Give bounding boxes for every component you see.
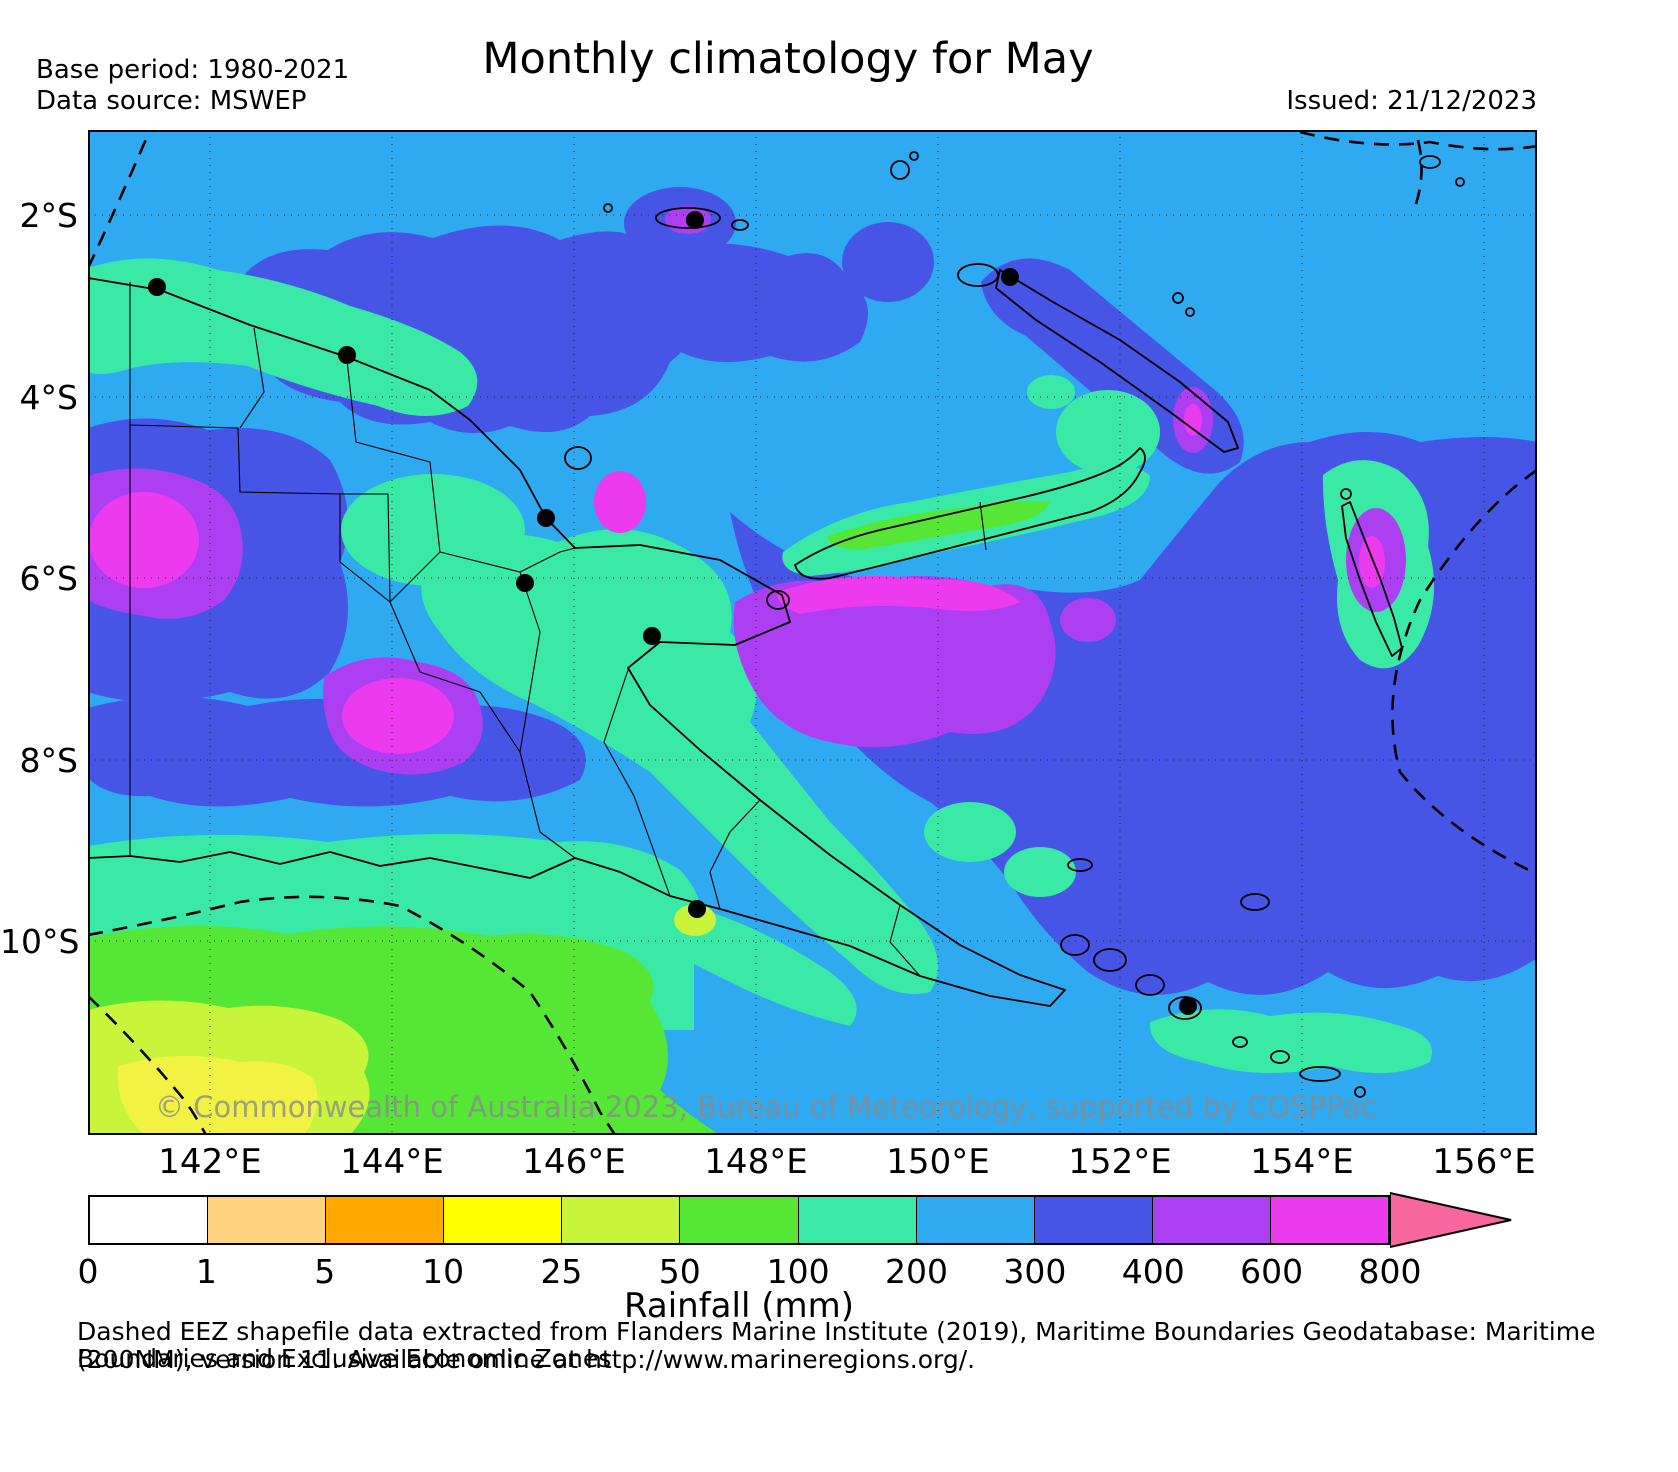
colorbar-tick: 200 [885, 1252, 949, 1291]
lon-label: 146°E [522, 1142, 626, 1182]
map-canvas [88, 130, 1537, 1135]
colorbar-tick: 50 [658, 1252, 701, 1291]
colorbar-segment [561, 1197, 680, 1243]
colorbar-segment [325, 1197, 444, 1243]
lat-label: 10°S [0, 922, 80, 961]
lon-label: 154°E [1250, 1142, 1354, 1182]
lat-label: 6°S [19, 559, 78, 598]
page-title: Monthly climatology for May [482, 34, 1094, 84]
colorbar-segment [443, 1197, 562, 1243]
colorbar-tick: 5 [314, 1252, 336, 1291]
lon-label: 156°E [1432, 1142, 1536, 1182]
colorbar-arrow [1390, 1192, 1512, 1248]
colorbar-tick: 800 [1358, 1252, 1422, 1291]
colorbar-tick: 1 [195, 1252, 217, 1291]
colorbar-tick: 300 [1003, 1252, 1067, 1291]
copyright-watermark: © Commonwealth of Australia 2023, Bureau… [155, 1090, 1377, 1124]
colorbar-segment [207, 1197, 326, 1243]
lon-label: 150°E [886, 1142, 990, 1182]
colorbar-segment [1269, 1197, 1389, 1243]
eez-boundaries [88, 130, 1537, 1135]
lon-label: 144°E [340, 1142, 444, 1182]
map-frame [88, 130, 1537, 1135]
colorbar-segment [1151, 1197, 1270, 1243]
colorbar-segment [90, 1197, 208, 1243]
colorbar-arrow-shape [1390, 1192, 1512, 1248]
lat-label: 4°S [19, 378, 78, 417]
colorbar-segments [88, 1195, 1390, 1245]
province-borders [129, 282, 987, 977]
colorbar-tick: 100 [766, 1252, 830, 1291]
colorbar-segment [915, 1197, 1034, 1243]
base-period-label: Base period: 1980-2021 [36, 55, 350, 85]
lon-label: 152°E [1068, 1142, 1172, 1182]
colorbar-segment [797, 1197, 916, 1243]
data-source-label: Data source: MSWEP [36, 86, 307, 116]
issued-date-label: Issued: 21/12/2023 [1286, 86, 1537, 116]
colorbar-segment [679, 1197, 798, 1243]
footer-line-1: Dashed EEZ shapefile data extracted from… [77, 1317, 1596, 1373]
colorbar-tick: 400 [1121, 1252, 1185, 1291]
colorbar-tick: 10 [422, 1252, 465, 1291]
map-panel [88, 130, 1537, 1135]
colorbar-tick: 25 [540, 1252, 583, 1291]
city-markers [148, 211, 1197, 1015]
lon-label: 142°E [158, 1142, 262, 1182]
lat-label: 8°S [19, 741, 78, 780]
lon-label: 148°E [704, 1142, 808, 1182]
colorbar-segment [1033, 1197, 1152, 1243]
colorbar-tick: 600 [1240, 1252, 1304, 1291]
lat-label: 2°S [19, 196, 78, 235]
footer-line-2: (200NM), version 11. Available online at… [77, 1345, 976, 1374]
colorbar-label: Rainfall (mm) [624, 1286, 854, 1326]
colorbar-tick: 0 [77, 1252, 99, 1291]
rainfall-field [88, 130, 1537, 1135]
